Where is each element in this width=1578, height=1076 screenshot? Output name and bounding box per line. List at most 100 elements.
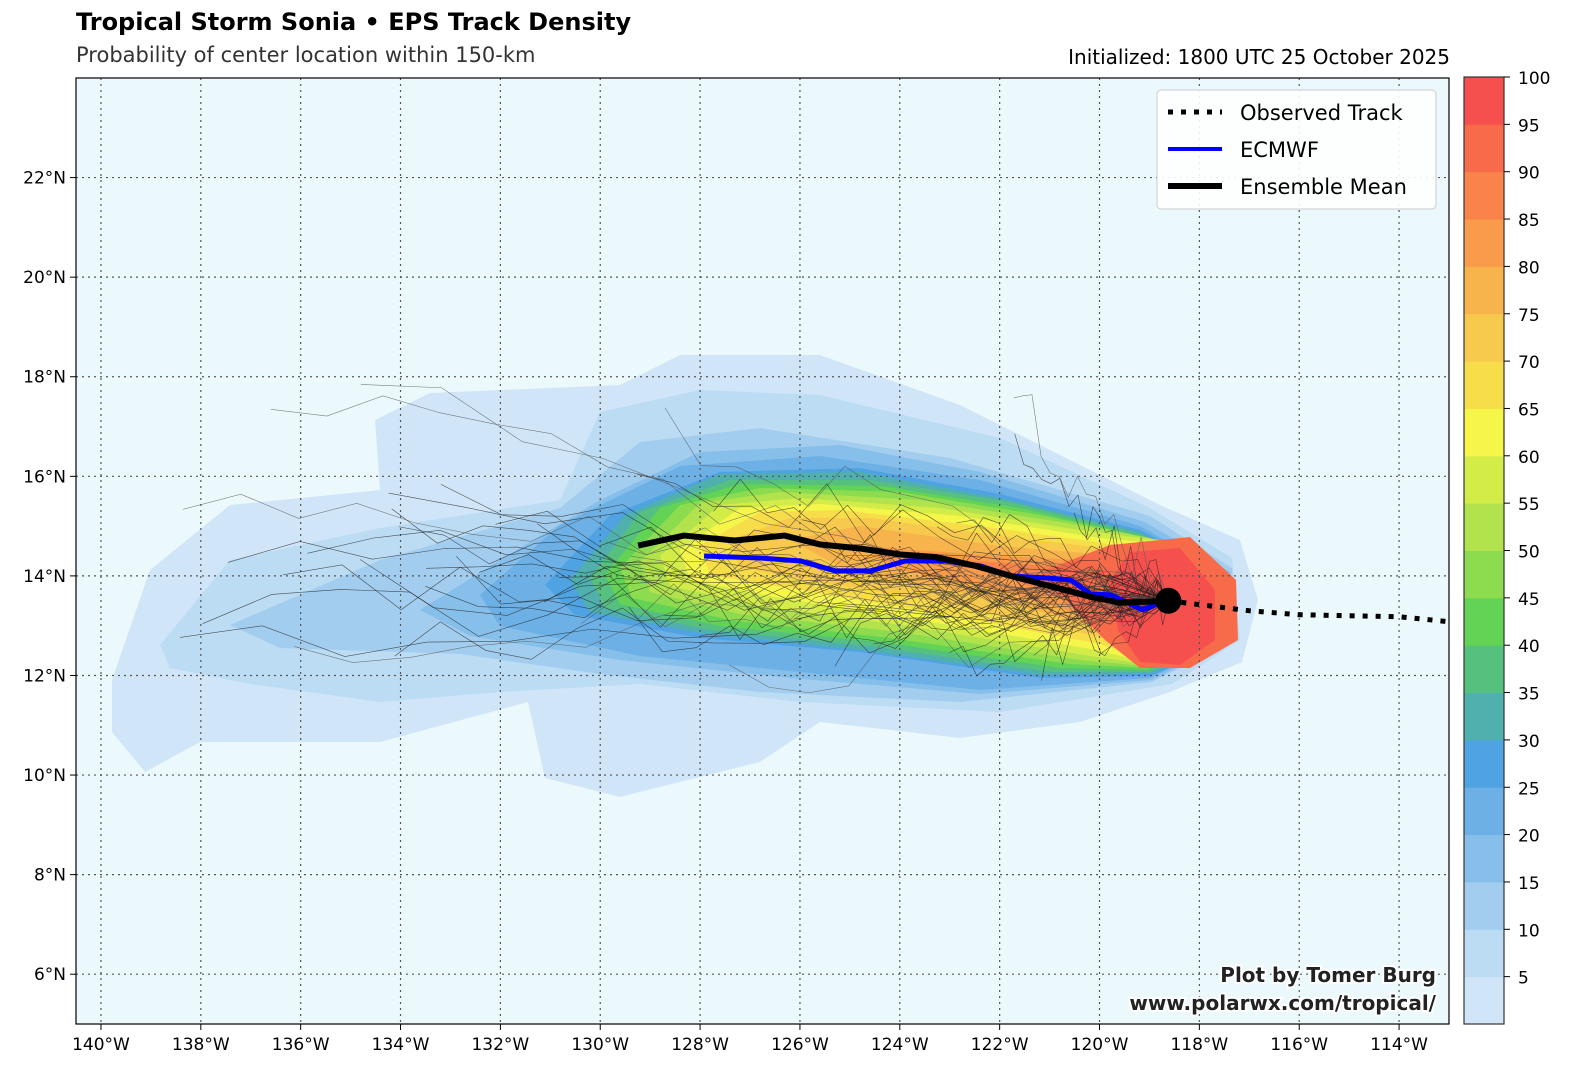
ensemble-member-track	[388, 492, 1169, 602]
ensemble-member-track	[479, 554, 1169, 621]
lon-tick-label: 120°W	[1071, 1035, 1129, 1055]
colorbar: 5 10 15 20 25 30 35 40 45 50 55 60 65 70 75 80 85 90 95 100	[1463, 69, 1550, 1025]
colorbar-tick-label: 60	[1518, 448, 1540, 468]
colorbar-tick-label: 10	[1518, 921, 1540, 941]
lat-tick-label: 22°N	[23, 169, 66, 189]
colorbar-bin-35	[1464, 692, 1504, 741]
ensemble-member-track	[202, 575, 1169, 637]
chart-subtitle: Probability of center location within 15…	[76, 43, 536, 67]
axis-ticks: 140°W 138°W 136°W 134°W 132°W 130°W 128°W 126°W…	[23, 169, 1428, 1055]
lon-tick-label: 118°W	[1170, 1035, 1228, 1055]
credit-author: Plot by Tomer Burg	[1220, 963, 1436, 987]
ensemble-member-track	[628, 597, 1169, 653]
colorbar-tick-label: 90	[1518, 164, 1540, 184]
colorbar-bin-20	[1464, 834, 1504, 883]
lat-tick-label: 6°N	[34, 965, 66, 985]
colorbar-tick-label: 20	[1518, 827, 1540, 847]
colorbar-tick-label: 5	[1518, 969, 1529, 989]
legend-label: Ensemble Mean	[1240, 175, 1407, 199]
legend-label: ECMWF	[1240, 138, 1319, 162]
ensemble-member-track	[700, 580, 1169, 639]
lon-tick-label: 122°W	[971, 1035, 1029, 1055]
initialization-time: Initialized: 1800 UTC 25 October 2025	[1068, 45, 1450, 69]
colorbar-tick-label: 85	[1518, 211, 1540, 231]
ensemble-member-track	[605, 541, 1169, 610]
colorbar-tick-label: 30	[1518, 732, 1540, 752]
lat-tick-label: 20°N	[23, 268, 66, 288]
colorbar-tick-label: 75	[1518, 306, 1540, 326]
colorbar-bin-60	[1464, 455, 1504, 504]
colorbar-bin-5	[1464, 976, 1504, 1025]
ensemble-member-track	[227, 541, 1169, 603]
lat-tick-label: 18°N	[23, 368, 66, 388]
legend-box	[1156, 89, 1437, 210]
lon-tick-label: 140°W	[72, 1035, 130, 1055]
colorbar-tick-label: 15	[1518, 874, 1540, 894]
ensemble-member-track	[425, 565, 1169, 630]
lon-tick-label: 132°W	[471, 1035, 529, 1055]
ensemble-mean-track-line	[637, 532, 1169, 606]
colorbar-bin-100	[1464, 77, 1504, 125]
ensemble-member-track	[182, 493, 1169, 606]
ensemble-member-track	[581, 576, 1169, 631]
colorbar-bin-65	[1464, 408, 1504, 457]
ensemble-member-track	[360, 384, 1169, 602]
lon-tick-label: 114°W	[1370, 1035, 1428, 1055]
colorbar-bin-25	[1464, 787, 1504, 836]
colorbar-bin-75	[1464, 313, 1504, 362]
ensemble-member-track	[936, 517, 1169, 602]
ensemble-member-track	[391, 508, 1169, 611]
legend: Observed Track ECMWF Ensemble Mean	[1156, 89, 1437, 210]
lon-tick-label: 138°W	[172, 1035, 230, 1055]
credit-url: www.polarwx.com/tropical/	[1129, 991, 1436, 1015]
chart-title: Tropical Storm Sonia • EPS Track Density	[76, 8, 632, 36]
ensemble-member-track	[270, 395, 1169, 602]
ensemble-member-track	[1013, 394, 1169, 601]
map-frame	[75, 77, 1450, 1025]
colorbar-bin-15	[1464, 881, 1504, 930]
ensemble-member-track	[180, 586, 1169, 657]
colorbar-tick-label: 70	[1518, 353, 1540, 373]
colorbar-bin-30	[1464, 739, 1504, 788]
ensemble-member-track	[637, 474, 1169, 611]
colorbar-tick-label: 55	[1518, 495, 1540, 515]
gridlines	[76, 78, 1449, 1024]
observed-track-line	[1168, 598, 1449, 625]
colorbar-tick-label: 100	[1518, 69, 1550, 89]
ensemble-member-track	[283, 564, 1169, 621]
colorbar-bin-55	[1464, 503, 1504, 551]
ensemble-member-track	[1014, 433, 1169, 604]
ensemble-member-track	[495, 510, 1169, 614]
lat-tick-label: 10°N	[23, 766, 66, 786]
current-position-marker	[1155, 587, 1182, 614]
ensemble-member-track	[394, 596, 1169, 660]
lon-tick-label: 134°W	[372, 1035, 430, 1055]
lat-tick-label: 16°N	[23, 467, 66, 487]
lat-tick-label: 14°N	[23, 567, 66, 587]
lon-tick-label: 126°W	[771, 1035, 829, 1055]
colorbar-bin-50	[1464, 550, 1504, 599]
ensemble-member-track	[638, 582, 1169, 630]
colorbar-tick-label: 50	[1518, 543, 1540, 563]
lon-tick-label: 130°W	[571, 1035, 629, 1055]
colorbar-tick-label: 80	[1518, 258, 1540, 278]
colorbar-tick-label: 40	[1518, 637, 1540, 657]
colorbar-bin-45	[1464, 597, 1504, 646]
colorbar-bin-40	[1464, 645, 1504, 694]
ensemble-member-track	[849, 589, 1169, 653]
colorbar-bin-10	[1464, 929, 1504, 978]
colorbar-tick-label: 35	[1518, 685, 1540, 705]
lon-tick-label: 124°W	[871, 1035, 929, 1055]
colorbar-tick-label: 25	[1518, 779, 1540, 799]
track-lines	[637, 532, 1449, 625]
colorbar-bin-90	[1464, 171, 1504, 220]
lat-tick-label: 12°N	[23, 666, 66, 686]
lon-tick-label: 128°W	[671, 1035, 729, 1055]
colorbar-tick-label: 45	[1518, 590, 1540, 610]
colorbar-tick-label: 95	[1518, 116, 1540, 136]
lat-tick-label: 8°N	[34, 866, 66, 886]
colorbar-bin-95	[1464, 124, 1504, 173]
colorbar-bin-70	[1464, 361, 1504, 409]
ensemble-member-track	[664, 407, 1169, 602]
